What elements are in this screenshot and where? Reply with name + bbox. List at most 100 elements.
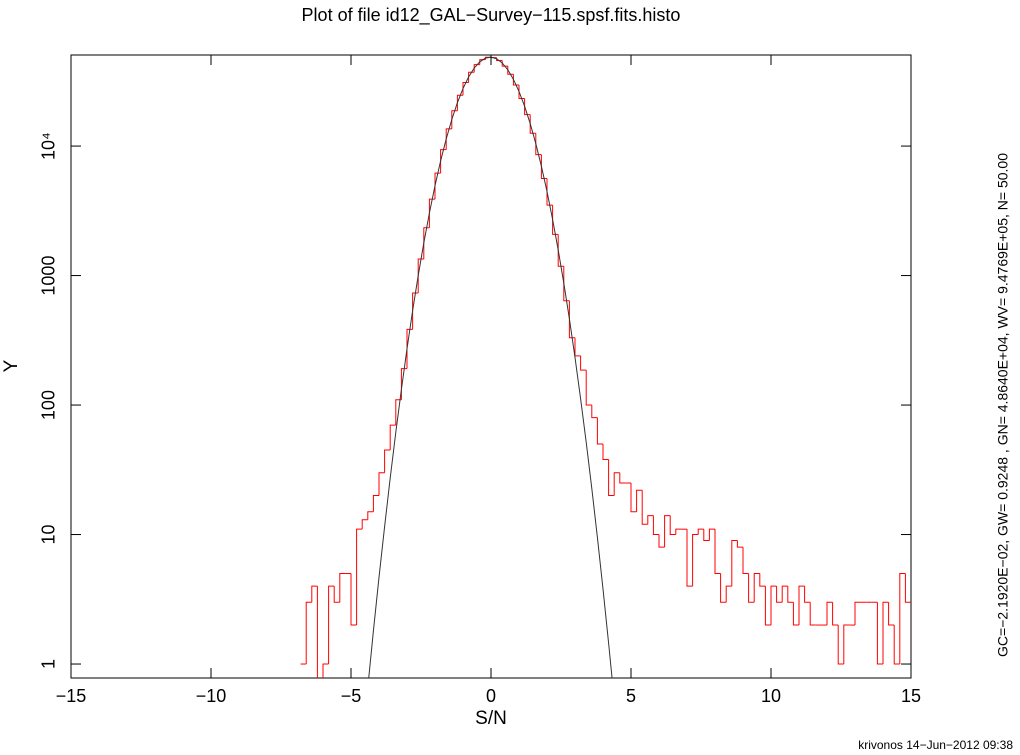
histogram-step	[837, 625, 844, 665]
fit-annotation: GC=−2.1920E−02, GW= 0.9248 , GN= 4.8640E…	[995, 153, 1011, 657]
x-tick-label: 15	[901, 686, 921, 706]
histogram-step	[826, 601, 833, 626]
histogram-step	[563, 266, 570, 302]
histogram-step	[787, 586, 794, 603]
histogram-step	[602, 444, 609, 460]
histogram-step	[512, 74, 519, 86]
histogram-step	[669, 515, 676, 536]
footer: krivonos 14−Jun−2012 09:38	[858, 738, 1013, 752]
histogram-step	[641, 490, 648, 525]
histogram-step	[876, 602, 883, 665]
histogram-step	[742, 547, 749, 575]
histogram-step	[630, 483, 637, 513]
histogram-step	[524, 98, 531, 116]
histogram-step	[781, 585, 788, 603]
histogram-step	[882, 601, 889, 665]
histogram-step	[361, 519, 368, 530]
histogram-step	[608, 459, 615, 497]
histogram-step	[406, 328, 413, 369]
histogram-step	[652, 515, 659, 536]
histogram-step	[316, 586, 318, 678]
histogram-step	[423, 227, 430, 260]
x-axis-label: S/N	[475, 708, 507, 729]
histogram-step	[568, 300, 575, 339]
histogram-step	[708, 528, 715, 541]
histogram-step	[384, 449, 391, 473]
histogram-step	[647, 515, 654, 525]
y-tick-label: 10	[39, 525, 59, 545]
histogram-step	[372, 495, 379, 512]
histogram-step	[557, 234, 564, 267]
histogram-step	[574, 337, 581, 357]
histogram-step	[591, 405, 598, 419]
histogram-step	[776, 586, 783, 603]
histogram-step	[753, 573, 760, 603]
x-tick-label: 0	[486, 686, 496, 706]
histogram-step	[540, 154, 547, 180]
histogram-step	[367, 511, 374, 520]
histogram-step	[770, 585, 777, 626]
histogram-step	[356, 528, 363, 626]
y-tick-label: 100	[39, 390, 59, 420]
histogram-step	[804, 586, 811, 603]
histogram-step	[888, 602, 895, 626]
histogram-step	[904, 573, 911, 603]
histogram-step	[546, 178, 553, 206]
fit-curve	[368, 56, 613, 678]
histogram-step	[585, 370, 592, 406]
histogram-step	[832, 602, 839, 626]
histogram-step	[395, 399, 402, 426]
histogram-step	[736, 540, 743, 548]
x-tick-label: −5	[341, 686, 362, 706]
histogram-step	[798, 585, 805, 626]
histogram-step	[580, 355, 587, 371]
plot-area	[300, 56, 911, 678]
histogram-step	[518, 85, 525, 100]
histogram-step	[417, 258, 424, 293]
histogram-step	[434, 172, 441, 200]
histogram-step	[697, 528, 704, 535]
histogram-step	[675, 528, 682, 535]
histogram-step	[854, 601, 861, 626]
histogram-step	[451, 110, 458, 129]
histogram-step	[440, 149, 447, 174]
y-tick-label: 10⁴	[39, 132, 59, 160]
histogram-step	[462, 81, 469, 96]
histogram-step	[619, 472, 626, 484]
histogram-step	[350, 573, 357, 626]
histogram-step	[658, 534, 665, 548]
histogram-step	[636, 489, 643, 512]
x-tick-label: 10	[761, 686, 781, 706]
histogram-step	[456, 94, 463, 111]
y-axis-label: Y	[1, 359, 22, 372]
x-tick-label: −10	[196, 686, 227, 706]
histogram-step	[468, 71, 475, 83]
histogram-step	[748, 573, 755, 603]
histogram-step	[809, 602, 816, 626]
histogram-step	[445, 128, 452, 150]
histogram-step	[596, 417, 603, 445]
histogram-step	[792, 602, 799, 626]
plot-frame	[70, 54, 912, 679]
histogram-step	[552, 205, 559, 235]
histogram-step	[899, 573, 906, 665]
histogram-step	[328, 585, 335, 665]
histogram-step	[333, 586, 340, 603]
chart-title: Plot of file id12_GAL−Survey−115.spsf.fi…	[302, 5, 681, 26]
histogram-step	[613, 472, 620, 496]
histogram-step	[692, 534, 699, 587]
histogram-step	[412, 292, 419, 330]
y-tick-label: 1	[39, 659, 59, 669]
histogram-step	[322, 663, 329, 678]
histogram-step	[311, 585, 318, 603]
histogram-step	[720, 573, 727, 603]
histogram-step	[428, 198, 435, 228]
x-tick-label: −15	[56, 686, 87, 706]
histogram-step	[714, 529, 721, 575]
histogram-step	[686, 529, 693, 587]
histogram-step	[473, 64, 480, 73]
histogram-step	[305, 601, 312, 665]
histogram-step	[759, 573, 766, 587]
histogram-step	[893, 625, 900, 665]
